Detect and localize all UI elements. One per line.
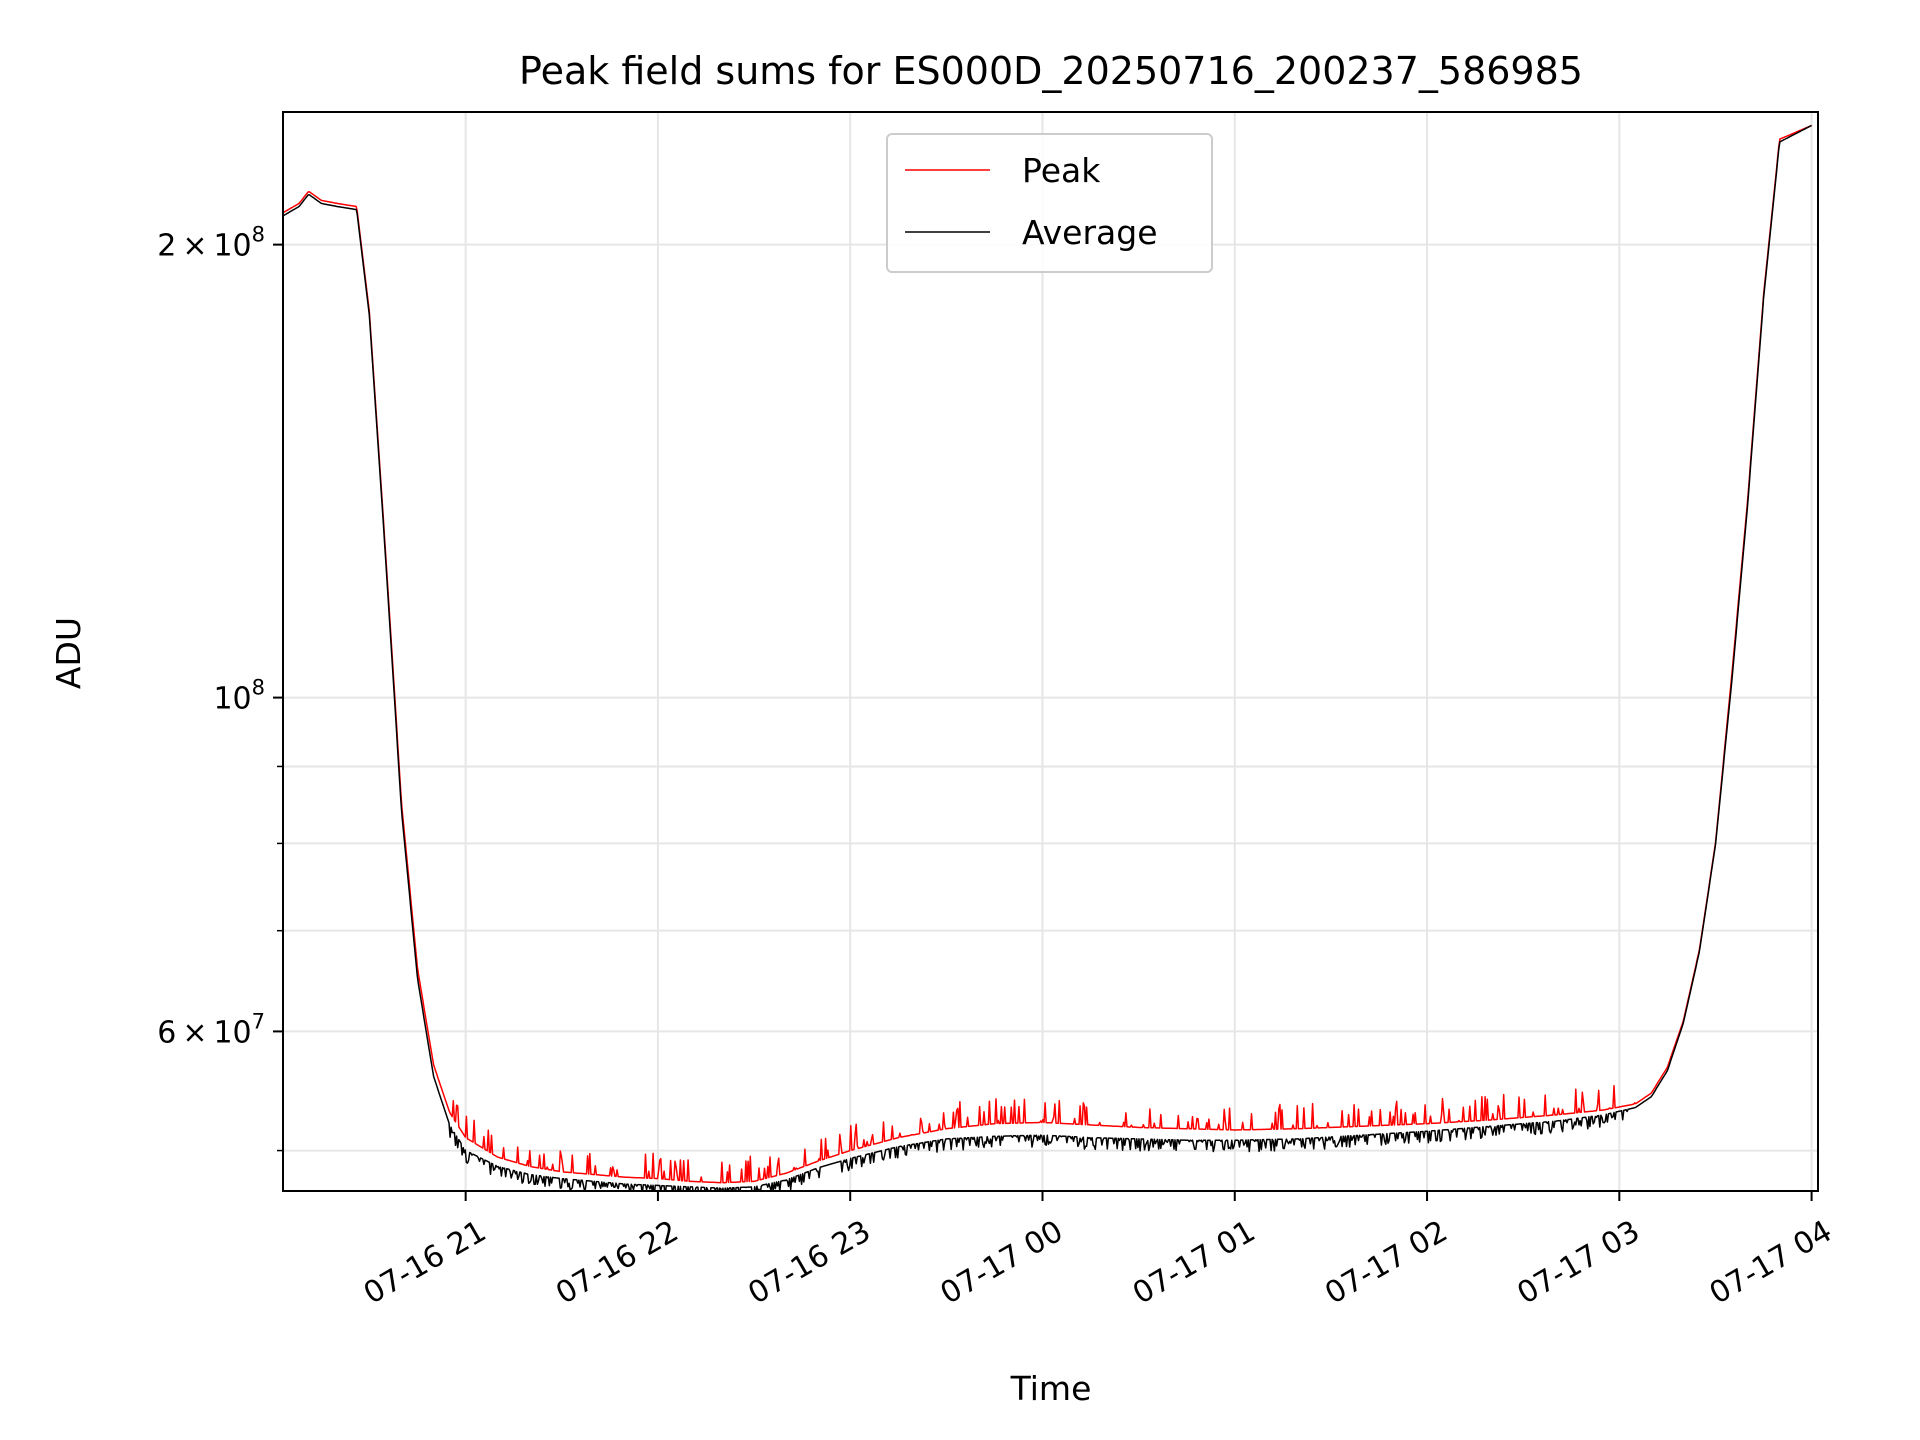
y-tick-label: 2 × 108 bbox=[157, 223, 265, 264]
series-line-average bbox=[283, 124, 1812, 1191]
series-line-peak bbox=[283, 124, 1812, 1184]
legend-frame bbox=[886, 133, 1213, 273]
y-tick-label: 6 × 107 bbox=[157, 1009, 265, 1050]
chart-title: Peak field sums for ES000D_20250716_2002… bbox=[519, 49, 1583, 93]
y-tick-label: 108 bbox=[213, 676, 265, 717]
legend-label-average: Average bbox=[1022, 213, 1158, 252]
legend-label-peak: Peak bbox=[1022, 151, 1101, 190]
y-axis-label: ADU bbox=[49, 617, 88, 689]
plot-frame bbox=[282, 111, 1819, 1192]
y-axis: 6 × 107 108 2 × 108 bbox=[157, 223, 283, 1152]
legend: Peak Average bbox=[886, 133, 1213, 273]
x-axis-label: Time bbox=[1010, 1369, 1092, 1408]
series-layer bbox=[283, 124, 1812, 1191]
